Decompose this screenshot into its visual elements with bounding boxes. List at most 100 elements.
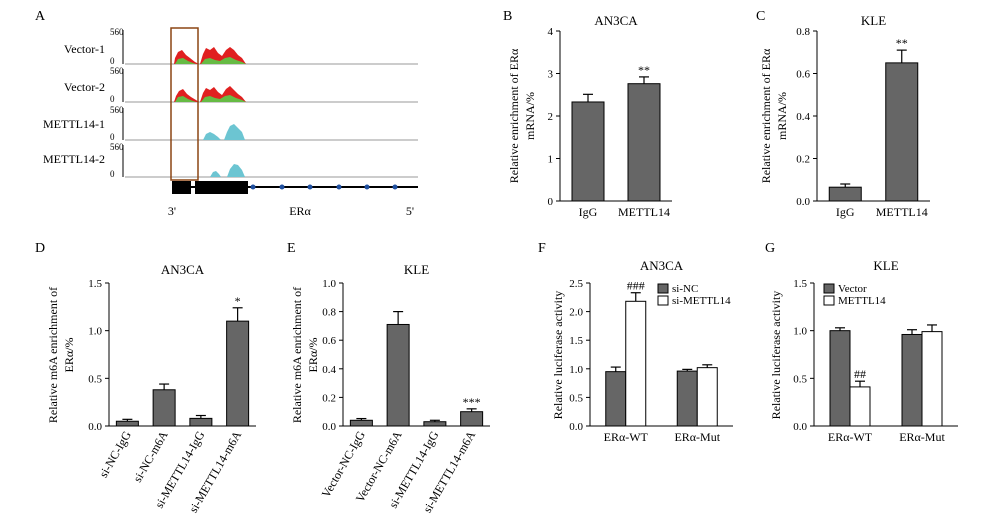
y-tick-label: 0.8	[796, 26, 810, 38]
y-axis-label: Relative enrichment of ERα	[759, 48, 773, 183]
chart-title: KLE	[873, 258, 898, 273]
y-tick-label: 0.0	[793, 421, 807, 433]
legend-swatch	[823, 283, 835, 294]
track-min-label: 0	[110, 132, 115, 142]
legend-label: Vector	[838, 283, 867, 295]
y-tick-label: 1.0	[322, 278, 336, 290]
track-label: METTL14-2	[43, 152, 105, 166]
x-tick-label: si-NC-m6A	[130, 428, 171, 484]
y-axis-label: ERα/%	[306, 338, 320, 373]
y-tick-label: 0.0	[796, 196, 810, 208]
bar	[460, 411, 484, 427]
y-tick-label: 0.5	[569, 392, 583, 404]
x-tick-label: ERα-WT	[828, 430, 873, 444]
x-tick-label: IgG	[579, 205, 598, 219]
bar	[189, 417, 213, 427]
y-tick-label: 2.5	[569, 278, 583, 290]
coverage-peak-green	[175, 95, 246, 102]
y-tick-label: 0.4	[322, 364, 336, 376]
significance-mark: ***	[463, 395, 481, 409]
bar	[571, 101, 605, 202]
y-tick-label: 0.4	[796, 111, 810, 123]
y-tick-label: 0	[548, 196, 554, 208]
highlight-box	[170, 27, 199, 181]
chart-f: AN3CA Relative luciferase activity 0.0 0.5 1…	[551, 258, 733, 444]
significance-mark: *	[235, 294, 241, 308]
bar	[423, 421, 447, 427]
bar	[829, 330, 851, 427]
legend-swatch	[823, 295, 835, 306]
track-min-label: 0	[110, 56, 115, 66]
track-label: METTL14-1	[43, 117, 105, 131]
panel-label-e: E	[287, 241, 296, 256]
y-axis-label: mRNA/%	[775, 92, 789, 140]
chart-b: AN3CA Relative enrichment of ERα mRNA/% 0 1 2…	[507, 13, 672, 219]
coverage-peak-cyan	[203, 124, 245, 140]
gene-end-left: 3'	[168, 204, 176, 218]
coverage-peak-green	[175, 57, 246, 64]
chart-title: KLE	[404, 262, 429, 277]
significance-mark: **	[638, 63, 650, 77]
significance-mark: **	[896, 36, 908, 50]
significance-mark: ###	[627, 279, 645, 293]
legend-label: si-METTL14	[672, 295, 731, 307]
panel-label-g: G	[765, 241, 775, 256]
strand-arrow-icon: ›	[219, 183, 222, 193]
bar	[152, 389, 176, 427]
track-max-label: 560	[110, 142, 124, 152]
panel-a-browser: Vector-1 560 0 Vector-2 560 0 METTL14-1 …	[43, 27, 418, 218]
chart-g: KLE Relative luciferase activity 0.0 0.5 1.0…	[769, 258, 958, 444]
legend-swatch	[657, 295, 669, 306]
panel-label-f: F	[538, 241, 546, 256]
x-tick-label: IgG	[836, 205, 855, 219]
coverage-peak-cyan	[210, 164, 245, 177]
y-tick-label: 1.5	[793, 278, 807, 290]
legend-label: si-NC	[672, 283, 698, 295]
x-tick-label: ERα-Mut	[674, 430, 720, 444]
y-tick-label: 1.0	[569, 364, 583, 376]
y-axis-label: Relative enrichment of ERα	[507, 48, 521, 183]
gene-exon-1	[172, 181, 191, 194]
bar	[115, 420, 139, 427]
chart-title: AN3CA	[594, 13, 638, 28]
chart-title: KLE	[861, 13, 886, 28]
x-tick-label: METTL14	[876, 205, 928, 219]
bar	[349, 419, 373, 427]
bar	[828, 186, 862, 202]
track-mettl14-2: METTL14-2 560 0	[43, 142, 418, 179]
y-tick-label: 0.6	[322, 335, 336, 347]
y-tick-label: 1.5	[88, 278, 102, 290]
y-axis-label: Relative luciferase activity	[769, 291, 783, 420]
track-min-label: 0	[110, 94, 115, 104]
y-tick-label: 1.0	[88, 326, 102, 338]
track-max-label: 560	[110, 105, 124, 115]
y-axis-label: Relative m6A enrichment of	[290, 287, 304, 423]
gene-end-right: 5'	[406, 204, 414, 218]
y-axis-label: mRNA/%	[523, 92, 537, 140]
track-label: Vector-2	[64, 80, 105, 94]
chart-e: KLE Relative m6A enrichment of ERα/% 0.0 0.2…	[290, 262, 490, 515]
y-axis-label: ERα/%	[62, 338, 76, 373]
x-tick-label: ERα-Mut	[899, 430, 945, 444]
panel-label-a: A	[35, 9, 46, 24]
chart-d: AN3CA Relative m6A enrichment of ERα/% 0.0 0…	[46, 262, 256, 515]
y-tick-label: 1.0	[793, 326, 807, 338]
y-tick-label: 1.5	[569, 335, 583, 347]
panel-label-b: B	[503, 9, 512, 24]
gene-marker	[307, 184, 313, 190]
y-tick-label: 0.0	[569, 421, 583, 433]
legend-label: METTL14	[838, 295, 886, 307]
track-vector-2: Vector-2 560 0	[64, 66, 418, 104]
gene-marker	[392, 184, 398, 190]
y-tick-label: 0.0	[88, 421, 102, 433]
gene-marker	[250, 184, 256, 190]
bar	[627, 83, 661, 202]
track-min-label: 0	[110, 169, 115, 179]
x-tick-label: ERα-WT	[604, 430, 649, 444]
gene-name-label: ERα	[289, 204, 311, 218]
bar	[696, 367, 718, 427]
y-tick-label: 0.5	[88, 373, 102, 385]
y-tick-label: 0.2	[322, 392, 336, 404]
y-tick-label: 0.5	[793, 373, 807, 385]
x-tick-label: METTL14	[618, 205, 670, 219]
